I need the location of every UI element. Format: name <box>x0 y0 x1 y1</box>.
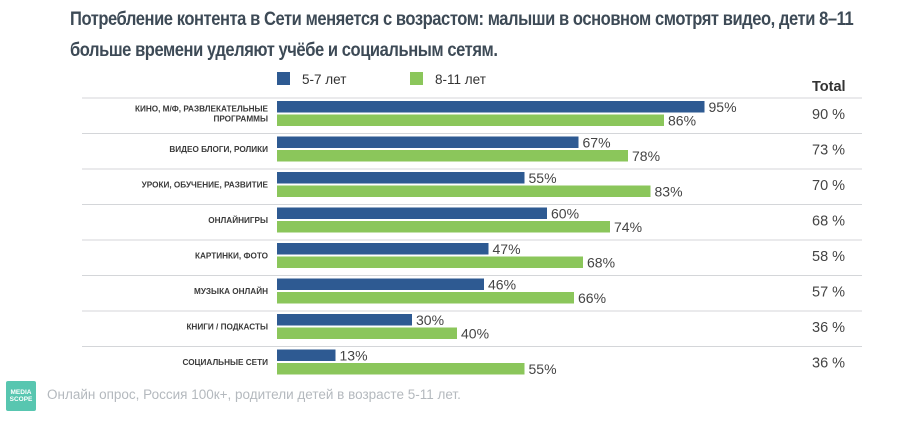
bar-5-7 <box>277 314 412 326</box>
chart-title: Потребление контента в Сети меняется с в… <box>70 4 854 66</box>
bar-8-11 <box>277 221 610 233</box>
total-value: 68 % <box>812 214 845 230</box>
bar-8-11 <box>277 150 628 162</box>
legend-label-2: 8-11 лет <box>435 72 486 87</box>
bar-8-11 <box>277 114 664 126</box>
total-value: 36 % <box>812 320 845 336</box>
data-label-8-11: 86% <box>668 113 696 129</box>
bar-chart: 5-7 лет 8-11 лет Total КИНО, М/Ф, РАЗВЛЕК… <box>82 72 862 378</box>
total-header: Total <box>812 79 846 95</box>
total-value: 36 % <box>812 356 845 372</box>
data-label-8-11: 78% <box>632 148 660 164</box>
data-label-5-7: 67% <box>583 135 611 151</box>
category-label: МУЗЫКА ОНЛАЙН <box>194 285 268 296</box>
category-label: ОНЛАЙНИГРЫ <box>208 214 268 225</box>
total-value: 70 % <box>812 178 845 194</box>
category-label: ПРОГРАММЫ <box>213 115 268 124</box>
footnote: Онлайн опрос, Россия 100к+, родители дет… <box>47 387 461 402</box>
data-label-8-11: 55% <box>529 361 557 377</box>
data-label-5-7: 95% <box>709 99 737 115</box>
total-value: 58 % <box>812 249 845 265</box>
logo-text: MEDIA SCOPE <box>9 389 33 403</box>
bar-5-7 <box>277 101 705 113</box>
data-label-8-11: 83% <box>655 184 683 200</box>
total-value: 73 % <box>812 143 845 159</box>
bar-5-7 <box>277 207 547 219</box>
total-value: 90 % <box>812 107 845 123</box>
data-label-5-7: 13% <box>340 348 368 364</box>
chart-row: ОНЛАЙНИГРЫ 60% 74% 68 % <box>208 206 845 236</box>
data-label-5-7: 55% <box>529 170 557 186</box>
data-label-5-7: 46% <box>488 277 516 293</box>
category-label: КАРТИНКИ, ФОТО <box>195 252 269 261</box>
title-line-1: Потребление контента в Сети меняется с в… <box>70 9 854 30</box>
mediascope-logo: MEDIA SCOPE <box>6 381 36 411</box>
bar-8-11 <box>277 256 583 268</box>
chart-row: УРОКИ, ОБУЧЕНИЕ, РАЗВИТИЕ 55% 83% 70 % <box>142 170 846 200</box>
bar-8-11 <box>277 363 525 375</box>
bar-5-7 <box>277 243 489 255</box>
bar-5-7 <box>277 172 525 184</box>
data-label-5-7: 47% <box>493 241 521 257</box>
data-label-5-7: 30% <box>416 312 444 328</box>
category-label: СОЦИАЛЬНЫЕ СЕТИ <box>182 358 268 367</box>
data-label-5-7: 60% <box>551 206 579 222</box>
total-value: 57 % <box>812 285 845 301</box>
legend-swatch-2 <box>410 72 423 85</box>
bar-5-7 <box>277 349 336 361</box>
chart-row: ВИДЕО БЛОГИ, РОЛИКИ 67% 78% 73 % <box>169 135 845 165</box>
bar-8-11 <box>277 292 574 304</box>
legend: 5-7 лет 8-11 лет <box>277 72 486 87</box>
row-separators <box>82 97 862 347</box>
chart-row: СОЦИАЛЬНЫЕ СЕТИ 13% 55% 36 % <box>182 348 845 378</box>
data-label-8-11: 66% <box>578 290 606 306</box>
data-label-8-11: 74% <box>614 219 642 235</box>
data-label-8-11: 40% <box>461 326 489 342</box>
chart-row: МУЗЫКА ОНЛАЙН 46% 66% 57 % <box>194 277 845 307</box>
chart-row: КНИГИ / ПОДКАСТЫ 30% 40% 36 % <box>186 312 845 342</box>
bar-5-7 <box>277 136 579 148</box>
bar-8-11 <box>277 327 457 339</box>
legend-swatch-1 <box>277 72 290 85</box>
category-label: УРОКИ, ОБУЧЕНИЕ, РАЗВИТИЕ <box>142 181 269 190</box>
category-label: КИНО, М/Ф, РАЗВЛЕКАТЕЛЬНЫЕ <box>135 105 269 114</box>
category-label: КНИГИ / ПОДКАСТЫ <box>186 323 268 332</box>
category-label: ВИДЕО БЛОГИ, РОЛИКИ <box>169 145 268 154</box>
bar-5-7 <box>277 278 484 290</box>
title-line-2: больше времени уделяют учёбе и социальны… <box>70 40 498 61</box>
data-label-8-11: 68% <box>587 255 615 271</box>
bar-8-11 <box>277 185 651 197</box>
chart-row: КАРТИНКИ, ФОТО 47% 68% 58 % <box>195 241 845 271</box>
legend-label-1: 5-7 лет <box>302 72 346 87</box>
